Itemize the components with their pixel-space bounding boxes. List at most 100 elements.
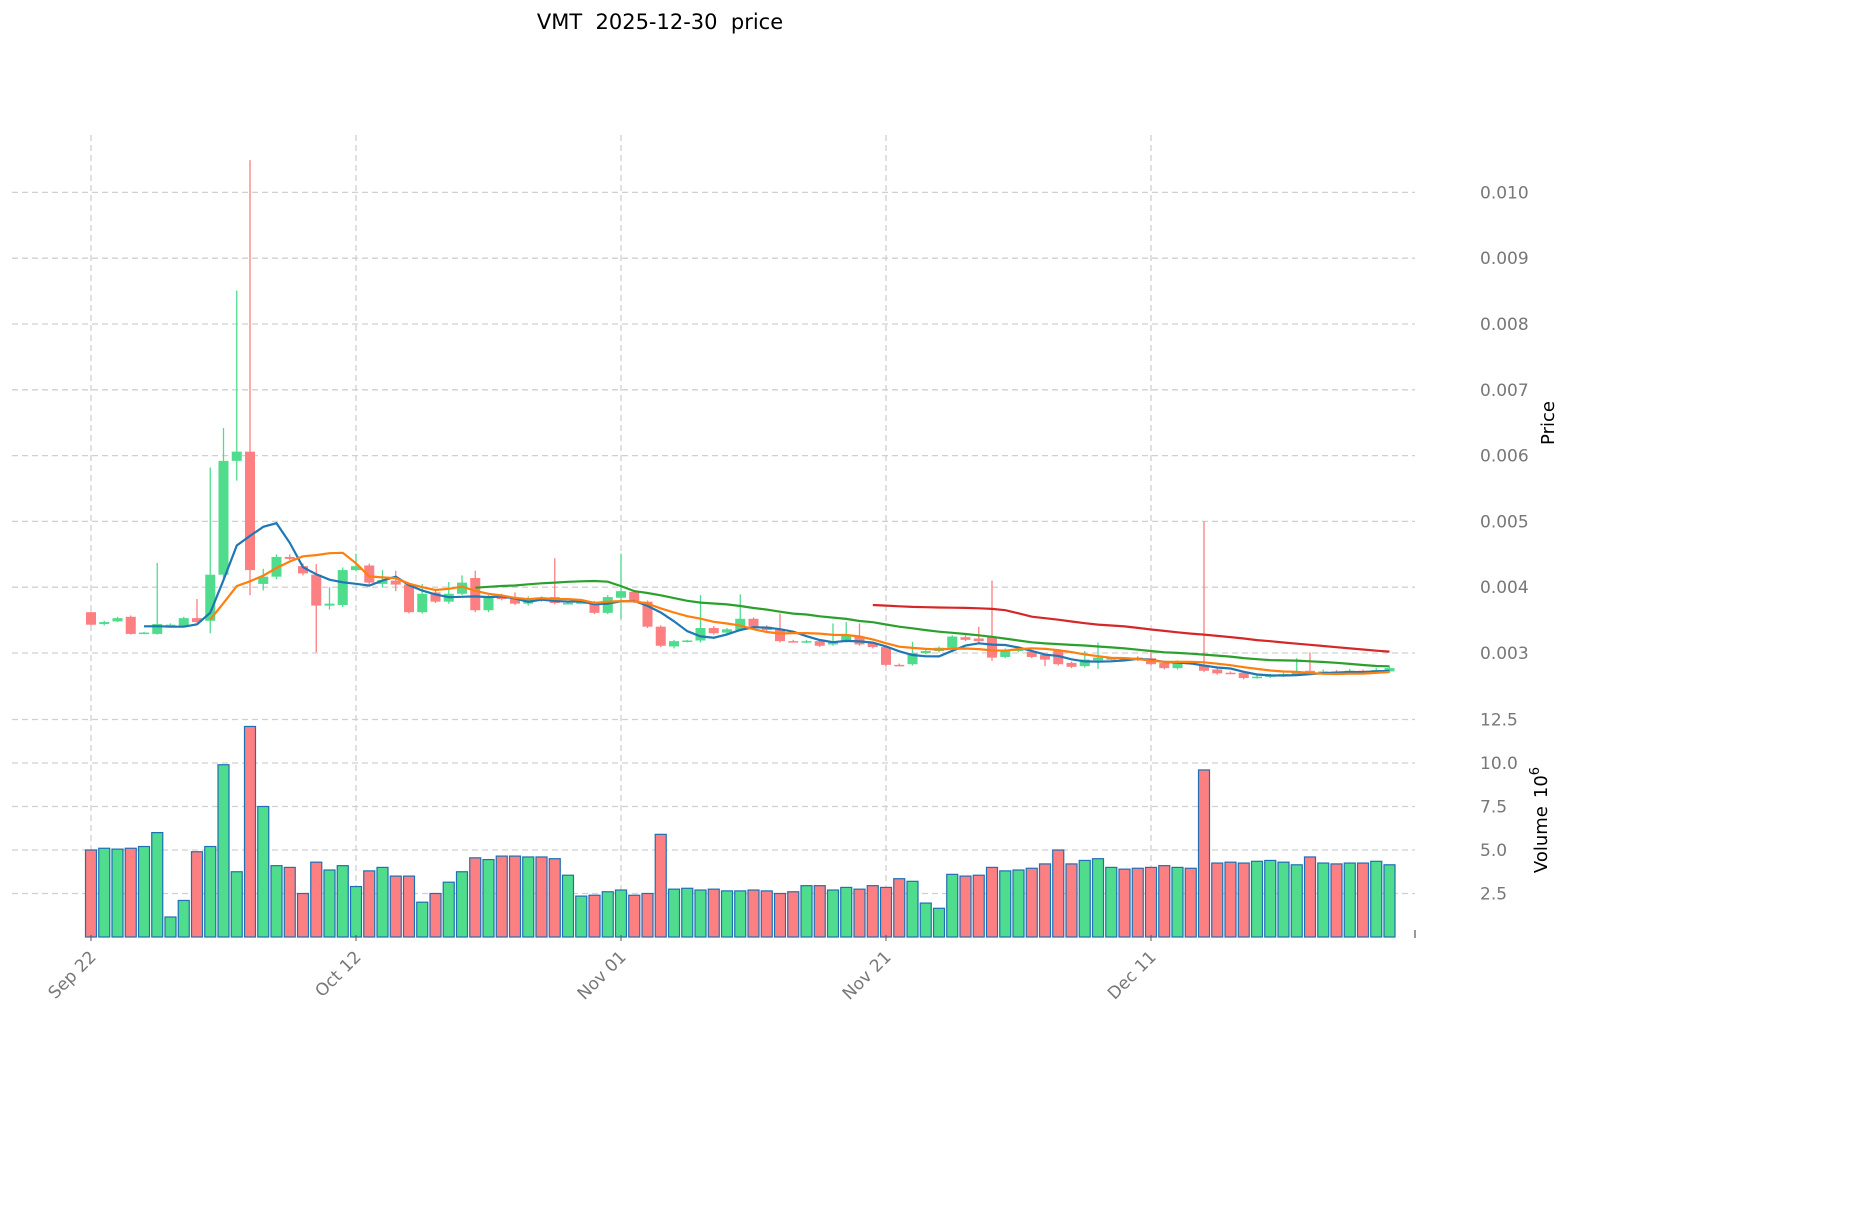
candle-body xyxy=(655,626,666,646)
volume-bar xyxy=(1356,862,1370,938)
price-tick-label: 0.006 xyxy=(1480,447,1529,467)
candle-body xyxy=(192,618,202,623)
volume-bar xyxy=(734,890,747,938)
candle-body xyxy=(735,618,746,630)
volume-label-text: Volume xyxy=(1531,806,1552,873)
volume-bar xyxy=(1343,862,1356,938)
volume-bar xyxy=(124,847,137,938)
volume-bar xyxy=(1290,864,1303,938)
price-tick-label: 0.005 xyxy=(1480,512,1529,532)
volume-bar xyxy=(402,875,416,938)
candle-body xyxy=(801,641,812,643)
volume-bar xyxy=(1237,862,1250,938)
candle-body xyxy=(258,576,269,584)
volume-bar xyxy=(787,891,800,938)
candle-body xyxy=(1106,658,1117,660)
volume-bar xyxy=(1383,864,1396,938)
volume-bar xyxy=(826,889,840,938)
candle-body xyxy=(284,556,295,559)
candle-body xyxy=(682,640,693,642)
volume-bar xyxy=(747,889,760,938)
volume-bar xyxy=(1144,866,1158,938)
volume-tick-label: 2.5 xyxy=(1480,885,1507,905)
volume-bar xyxy=(906,880,919,938)
volume-bar xyxy=(575,895,588,938)
volume-bar xyxy=(707,888,720,938)
candle-body xyxy=(1199,664,1209,671)
candle-body xyxy=(1291,671,1302,675)
volume-bar xyxy=(111,848,124,938)
volume-bar xyxy=(349,885,363,938)
candle-body xyxy=(404,584,414,613)
volume-exponent: 6 xyxy=(1528,767,1543,775)
price-tick-label: 0.004 xyxy=(1480,578,1529,598)
candle-body xyxy=(973,638,984,642)
candle-body xyxy=(867,643,878,648)
volume-bar xyxy=(1197,769,1211,938)
volume-bar xyxy=(137,845,151,938)
volume-bar xyxy=(853,888,866,938)
volume-bars xyxy=(84,725,1396,938)
volume-bar xyxy=(376,866,389,938)
volume-bar xyxy=(985,866,999,938)
volume-bar xyxy=(151,831,164,938)
volume-bar xyxy=(1277,861,1290,938)
volume-bar xyxy=(866,885,879,938)
candle-body xyxy=(430,592,441,602)
volume-bar xyxy=(1038,863,1052,938)
volume-bar xyxy=(217,764,230,938)
volume-bar xyxy=(270,865,283,938)
volume-bar xyxy=(1065,863,1078,938)
candle-body xyxy=(139,632,149,635)
candle-body xyxy=(960,637,971,640)
volume-tick-label: 10.0 xyxy=(1480,754,1518,774)
price-tick-label: 0.007 xyxy=(1480,381,1529,401)
volume-bar xyxy=(1091,858,1105,938)
candle-body xyxy=(1384,668,1395,672)
volume-bar xyxy=(1012,869,1025,938)
volume-bar xyxy=(310,861,323,938)
date-tick-label: Dec 11 xyxy=(1104,947,1161,1004)
volume-exponent-base: 10 xyxy=(1531,775,1552,798)
volume-bar xyxy=(1264,859,1277,938)
volume-tick-label: 7.5 xyxy=(1480,798,1507,818)
volume-bar xyxy=(190,851,204,938)
candle-body xyxy=(987,636,997,658)
volume-bar xyxy=(1250,860,1264,938)
volume-bar xyxy=(1105,866,1118,938)
volume-bar xyxy=(1303,856,1317,938)
candle-body xyxy=(483,597,494,611)
volume-bar xyxy=(336,865,349,938)
candle-body xyxy=(907,653,918,665)
date-tick-label: Nov 21 xyxy=(839,947,896,1004)
candle-body xyxy=(602,597,613,613)
volume-bar xyxy=(429,892,442,938)
ma30-line xyxy=(475,579,1390,668)
candle-body xyxy=(695,627,706,641)
candle-body xyxy=(894,664,905,667)
candle-body xyxy=(377,579,388,584)
volume-bar xyxy=(1330,863,1343,938)
volume-bar xyxy=(720,890,734,938)
volume-bar xyxy=(230,871,243,938)
volume-bar xyxy=(1078,859,1091,938)
volume-bar xyxy=(508,855,522,938)
volume-bar xyxy=(243,725,257,938)
volume-tick-label: 5.0 xyxy=(1480,841,1507,861)
volume-bar xyxy=(561,874,575,938)
candle-body xyxy=(708,627,719,634)
candle-body xyxy=(112,618,123,622)
candle-body xyxy=(1212,669,1223,674)
candle-body xyxy=(324,603,335,606)
volume-bar xyxy=(840,886,853,938)
candle-body xyxy=(364,565,375,583)
candle-body xyxy=(390,580,401,585)
candle-body xyxy=(1000,649,1011,657)
volume-bar xyxy=(455,871,469,938)
candle-body xyxy=(947,636,958,648)
volume-bar xyxy=(760,890,773,938)
volume-bar xyxy=(164,916,177,938)
volume-bar xyxy=(667,888,681,938)
volume-bar xyxy=(1370,860,1383,938)
candle-body xyxy=(165,624,176,627)
